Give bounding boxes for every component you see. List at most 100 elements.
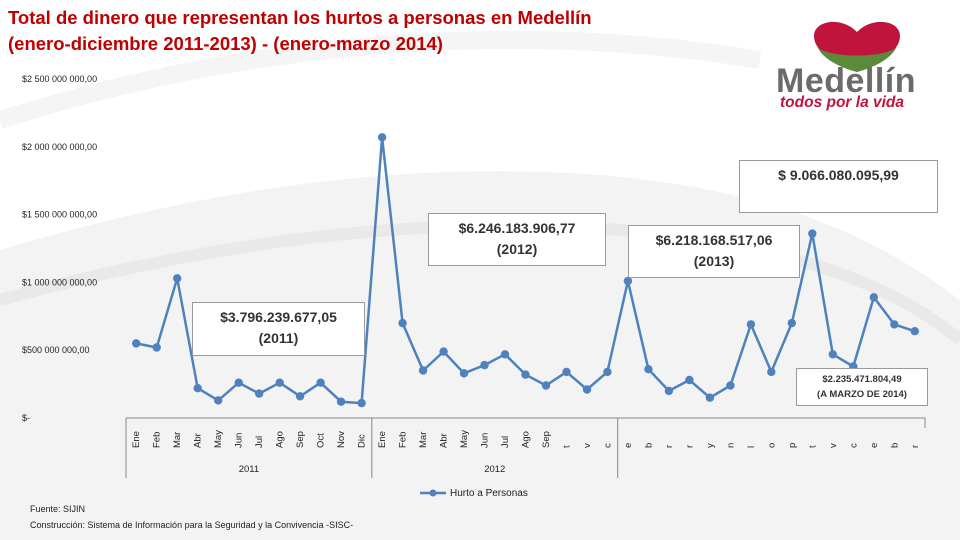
data-point [500, 350, 510, 359]
data-point [705, 393, 715, 402]
group-label: 2012 [484, 464, 505, 475]
data-point [295, 392, 305, 401]
y-tick-label: $2 500 000 000,00 [22, 74, 97, 84]
annotation-2014-period: (A MARZO DE 2014) [817, 389, 907, 400]
x-axis: Ene Feb Mar Abr May Jun Jul Ago Sep Oct Nov Dic Ene F… [125, 417, 926, 478]
x-tick-label: Ago [521, 431, 532, 448]
x-tick-label: c [602, 443, 613, 448]
x-tick-label: Ago [275, 431, 286, 448]
x-tick-label: r [910, 445, 921, 448]
data-point [193, 384, 202, 393]
annotation-total-2013: $6.218.168.517,06 (2013) [628, 225, 800, 278]
data-point [910, 327, 919, 336]
x-tick-label: o [766, 443, 777, 448]
x-tick-label: Sep [295, 431, 306, 448]
x-tick-label: e [623, 443, 634, 448]
data-point [623, 276, 633, 286]
data-point [255, 389, 264, 398]
x-tick-label: t [561, 445, 572, 448]
y-tick-label: $1 000 000 000,00 [22, 277, 97, 287]
data-point [398, 318, 407, 328]
x-tick-label: e [869, 443, 880, 448]
x-tick-label: t [807, 445, 818, 448]
x-tick-label: r [664, 445, 675, 448]
x-tick-label: n [725, 443, 736, 448]
x-tick-label: Jul [254, 436, 265, 448]
x-tick-label: Jun [480, 433, 491, 448]
annotation-2014-amount: $2.235.471.804,49 [822, 374, 902, 385]
annotation-total-all-amount: $ 9.066.080.095,99 [778, 167, 899, 183]
data-point [439, 347, 448, 356]
data-point [459, 369, 469, 378]
x-tick-label: b [643, 443, 654, 448]
y-axis: $- $500 000 000,00 $1 000 000 000,00 $1 500… [22, 74, 97, 423]
annotation-total-all: $ 9.066.080.095,99 [739, 160, 938, 213]
title-line-2: (enero-diciembre 2011-2013) - (enero-mar… [8, 33, 443, 54]
data-point [664, 386, 674, 396]
x-tick-label: y [705, 443, 716, 448]
x-tick-label: Ene [377, 431, 388, 448]
x-tick-label: p [787, 443, 798, 448]
x-tick-label: v [828, 443, 839, 448]
y-tick-label: $1 500 000 000,00 [22, 210, 97, 220]
data-point [562, 367, 571, 377]
x-tick-label: Feb [152, 432, 163, 448]
data-point [275, 378, 284, 387]
annotation-2011-period: (2011) [258, 330, 299, 346]
annotation-2011-amount: $3.796.239.677,05 [220, 309, 337, 325]
data-point [582, 385, 592, 394]
annotation-total-2011: $3.796.239.677,05 (2011) [192, 302, 365, 356]
logo-name: Medellín [776, 62, 917, 100]
x-tick-label: v [582, 443, 593, 448]
construction-note: Construcción: Sistema de Información par… [30, 520, 354, 530]
annotation-2013-amount: $6.218.168.517,06 [655, 232, 773, 248]
series-hurto-a-personas [132, 133, 919, 408]
group-label: 2011 [239, 464, 259, 475]
data-point [808, 229, 817, 238]
source-note: Fuente: SIJIN [30, 504, 86, 514]
x-tick-label: Jun [234, 433, 245, 448]
data-point [418, 366, 428, 375]
chart-legend: Hurto a Personas [420, 488, 528, 499]
y-tick-label: $500 000 000,00 [22, 345, 90, 355]
y-tick-label: $2 000 000 000,00 [22, 142, 97, 152]
x-tick-label: Ene [131, 431, 142, 448]
annotation-total-2014: $2.235.471.804,49 (A MARZO DE 2014) [796, 368, 928, 406]
data-point [767, 367, 776, 377]
x-tick-label: May [213, 430, 224, 448]
annotation-2012-amount: $6.246.183.906,77 [458, 220, 576, 236]
x-tick-label: l [746, 446, 757, 448]
legend-swatch [420, 489, 446, 497]
x-tick-label: Oct [316, 433, 327, 448]
data-point [377, 133, 387, 142]
x-tick-label: May [459, 430, 470, 448]
data-point [316, 378, 325, 387]
data-point [234, 378, 243, 387]
x-tick-label: Sep [541, 431, 552, 448]
annotation-2013-period: (2013) [693, 253, 735, 269]
data-point [726, 381, 735, 390]
x-tick-label: b [889, 443, 900, 448]
x-tick-label: Mar [172, 432, 183, 448]
logo-tagline: todos por la vida [780, 94, 905, 111]
y-tick-label: $- [22, 413, 30, 423]
data-point [173, 274, 182, 283]
x-tick-label: r [684, 445, 695, 448]
data-point [214, 396, 223, 405]
data-point [480, 360, 489, 370]
data-point [869, 293, 878, 302]
data-point [152, 343, 161, 352]
data-point [828, 350, 837, 359]
x-tick-label: Jul [500, 436, 511, 448]
x-tick-label: Feb [398, 432, 409, 448]
x-tick-label: Mar [418, 432, 429, 448]
data-point [746, 320, 756, 329]
data-point [890, 320, 899, 329]
data-point [603, 367, 612, 377]
annotation-total-2012: $6.246.183.906,77 (2012) [428, 213, 606, 266]
data-point [787, 318, 796, 328]
data-point [521, 370, 530, 379]
x-tick-label: Abr [439, 433, 450, 448]
data-point [336, 397, 346, 406]
